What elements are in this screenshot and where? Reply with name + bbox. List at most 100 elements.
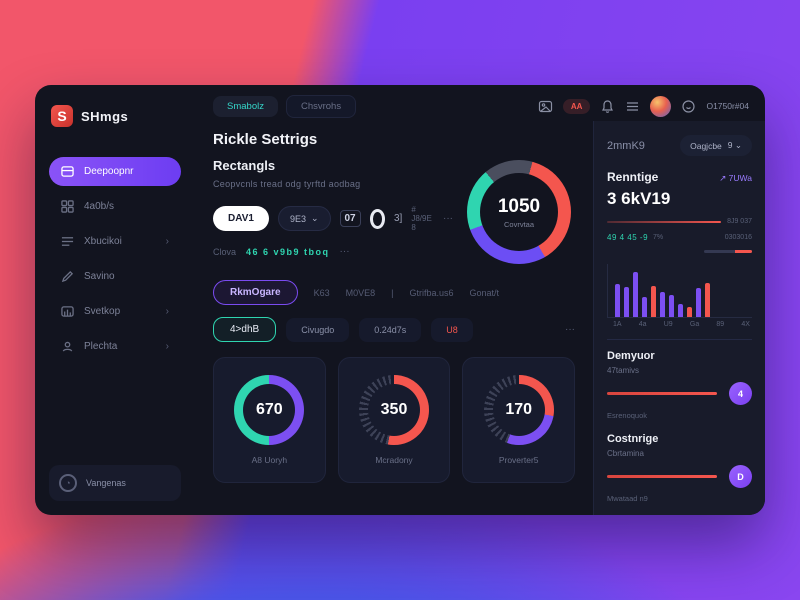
content-row: Rickle Settrigs Rectangls Ceopvcnls trea… [195, 121, 765, 515]
earnings-value: 3 6kV19 [607, 189, 671, 208]
earnings-delta: ↗ 7UWa [719, 173, 752, 183]
earnings-detail-row: 49 4 45 -9 7% 0303016 [607, 233, 752, 242]
countries-donut-box: 1050 Covrvtaa [463, 158, 575, 264]
earnings-header: Renntige ↗ 7UWa [607, 170, 752, 184]
filter-primary-button[interactable]: RkmOgare [213, 280, 298, 305]
slider-handle-button[interactable]: D [729, 465, 752, 488]
bar [615, 284, 620, 318]
filter-option[interactable]: Gonat/t [469, 287, 500, 298]
records-controls: DAV1 9E3 ⌄ 07 3] # J8/9E 8 ··· [213, 205, 453, 232]
filter-chip[interactable]: Civugdo [286, 317, 350, 342]
stat-card-label: Mcradony [375, 455, 413, 465]
section-footnote: Esrenoquok [607, 411, 648, 420]
slider-section-1: Demyuor 47tamivs 4 Esrenoquok [607, 350, 752, 420]
sidebar-footer-account[interactable]: ◔ Vangenas [49, 465, 181, 501]
logo: S SHmgs [51, 105, 179, 127]
ring-toggle[interactable] [369, 208, 385, 229]
filter-chip-active[interactable]: 4>dhB [213, 317, 277, 342]
slider-handle-button[interactable]: 4 [729, 382, 752, 405]
filter-option[interactable]: Gtrifba.us6 [409, 287, 454, 298]
x-tick-label: 4X [741, 321, 750, 329]
x-tick-label: 4a [638, 321, 647, 329]
records-caption: # J8/9E 8 [411, 205, 432, 232]
filter-chip[interactable]: 0.24d7s [359, 317, 422, 342]
counter-badge: 07 [339, 210, 361, 227]
section-subtitle: 47tamivs [607, 366, 640, 375]
primary-pill-button[interactable]: DAV1 [213, 206, 269, 231]
menu-icon[interactable] [625, 99, 640, 114]
sidebar-item-profile[interactable]: Plechta › [49, 332, 181, 361]
sidebar-item-settings[interactable]: Svetkop › [49, 297, 181, 326]
filter-option: | [391, 287, 394, 298]
image-icon[interactable] [538, 99, 553, 114]
more-icon[interactable]: ··· [339, 246, 350, 257]
bar [642, 297, 647, 318]
earnings-bar-chart [607, 264, 752, 319]
avatar[interactable] [650, 95, 672, 117]
bar [696, 288, 701, 318]
sidebar-item-radius[interactable]: 4a0b/s [49, 192, 181, 221]
presenters-donut: 170 [483, 375, 554, 445]
help-icon[interactable] [681, 99, 696, 114]
stat-card-label: Proverter5 [498, 455, 539, 465]
dashboard-icon [61, 165, 74, 178]
bar [678, 304, 683, 318]
sidebar-item-label: Plechta [84, 341, 118, 352]
records-section: Rectangls Ceopvcnls tread odg tyrftd aod… [213, 158, 575, 264]
x-tick-label: 1A [613, 321, 622, 329]
grid-icon [61, 200, 74, 213]
globe-icon: ◔ [59, 474, 77, 492]
earnings-progress-row: 8J9 037 [607, 218, 752, 225]
section-title: Costnrige [607, 433, 659, 445]
meta-value-link[interactable]: 46 6 v9b9 tboq [246, 246, 330, 257]
tab-channels[interactable]: Chsvrohs [285, 94, 357, 118]
period-dropdown[interactable]: Oagjcbe 9 ⌄ [680, 135, 752, 156]
body-column: Smabolz Chsvrohs AA O1750r#04 Rickle Set… [195, 85, 765, 515]
stat-card-presenters: 170 Proverter5 [462, 357, 576, 483]
x-tick-label: U9 [663, 321, 673, 329]
notification-badge[interactable]: AA [562, 98, 591, 114]
app-window: S SHmgs Deepoopnr 4a0b/s Xbucikoi › Savi… [35, 85, 765, 515]
bar [669, 295, 674, 318]
records-meta-row: Clova 46 6 v9b9 tboq ··· [213, 246, 453, 257]
sidebar-item-label: 4a0b/s [84, 201, 115, 212]
members-donut: 350 [359, 375, 429, 445]
filters-row-2: 4>dhB Civugdo 0.24d7s U8 ··· [213, 317, 575, 342]
bar [651, 285, 656, 318]
records-title: Rectangls [213, 158, 276, 173]
sidebar-item-timeline[interactable]: Xbucikoi › [49, 227, 181, 256]
tab-summary[interactable]: Smabolz [213, 95, 278, 117]
filter-chip-alert[interactable]: U8 [431, 317, 473, 342]
topbar: Smabolz Chsvrohs AA O1750r#04 [195, 85, 765, 121]
logo-text: SHmgs [81, 108, 129, 124]
sidebar-item-dashboard[interactable]: Deepoopnr [49, 157, 181, 186]
bell-icon[interactable] [600, 99, 615, 114]
stat-card-users: 670 A8 Uoryh [213, 357, 326, 483]
sidebar-item-saving[interactable]: Savino [49, 262, 181, 291]
bar [660, 291, 665, 318]
section-title: Demyuor [607, 350, 655, 362]
right-panel: 2mmK9 Oagjcbe 9 ⌄ Renntige ↗ 7UWa 3 6kV1… [593, 121, 765, 515]
username-text: O1750r#04 [706, 101, 749, 111]
sidebar-item-label: Savino [84, 271, 115, 282]
filter-option[interactable]: K63 [313, 287, 330, 298]
x-tick-label: Ga [689, 321, 700, 329]
records-subtitle: Ceopvcnls tread odg tyrftd aodbag [213, 179, 361, 189]
more-icon[interactable]: ··· [443, 213, 453, 224]
secondary-pill-button[interactable]: 9E3 ⌄ [277, 206, 331, 231]
detail-pct: 7% [653, 234, 664, 241]
chevron-down-icon: ⌄ [310, 213, 319, 223]
slider-track[interactable] [607, 392, 717, 395]
sidebar-item-label: Deepoopnr [84, 166, 134, 177]
sidebar-footer-label: Vangenas [86, 478, 126, 488]
slider-track[interactable] [607, 475, 717, 478]
x-tick-label: 89 [716, 321, 725, 329]
main-content: Rickle Settrigs Rectangls Ceopvcnls trea… [195, 121, 593, 515]
detail-value: 0303016 [724, 234, 752, 241]
progress-value: 8J9 037 [727, 218, 752, 225]
sidebar-item-label: Svetkop [84, 306, 121, 317]
settings-icon [61, 305, 74, 318]
more-icon[interactable]: ··· [565, 324, 575, 335]
right-panel-header: 2mmK9 Oagjcbe 9 ⌄ [607, 135, 752, 156]
filter-option[interactable]: M0VE8 [345, 287, 376, 298]
